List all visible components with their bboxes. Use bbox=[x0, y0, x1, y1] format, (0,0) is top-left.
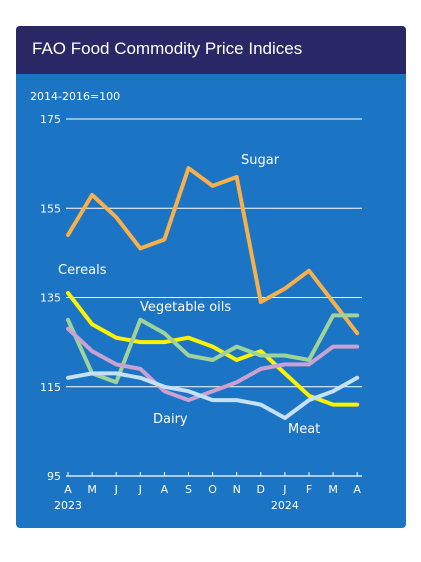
x-tick-label: S bbox=[185, 483, 192, 496]
chart-panel: FAO Food Commodity Price Indices 2014-20… bbox=[16, 26, 406, 528]
x-tick-label: D bbox=[257, 483, 265, 496]
line-chart: 2014-2016=100 95 115 135 155 175 A M J J A S O N D J F M A… bbox=[30, 90, 362, 512]
chart-subtitle: 2014-2016=100 bbox=[30, 90, 120, 103]
chart-title: FAO Food Commodity Price Indices bbox=[32, 39, 303, 58]
series-line-vegetable-oils bbox=[66, 313, 360, 385]
x-tick-label: M bbox=[328, 483, 338, 496]
x-tick-label: A bbox=[64, 483, 72, 496]
x-tick-label: A bbox=[161, 483, 169, 496]
x-tick-label: N bbox=[233, 483, 241, 496]
series-label-sugar: Sugar bbox=[241, 153, 280, 168]
series-label-cereals: Cereals bbox=[58, 263, 107, 278]
title-bar: FAO Food Commodity Price Indices bbox=[16, 26, 406, 74]
series-label-dairy: Dairy bbox=[153, 412, 188, 427]
series-line-sugar bbox=[66, 166, 360, 336]
y-tick-label: 135 bbox=[40, 292, 61, 305]
year-label: 2023 bbox=[54, 499, 82, 512]
x-tick-label: M bbox=[87, 483, 97, 496]
x-tick-label: J bbox=[114, 483, 118, 496]
series-line-dairy bbox=[66, 326, 360, 403]
y-tick-label: 175 bbox=[40, 113, 61, 126]
x-tick-label: J bbox=[138, 483, 142, 496]
x-tick-label: J bbox=[282, 483, 286, 496]
y-tick-label: 115 bbox=[40, 381, 61, 394]
x-tick-label: O bbox=[208, 483, 217, 496]
y-tick-label: 95 bbox=[47, 470, 61, 483]
series-line-cereals bbox=[66, 291, 360, 407]
x-tick-label: F bbox=[306, 483, 312, 496]
series-label-vegetable-oils: Vegetable oils bbox=[140, 300, 231, 315]
series-line-meat bbox=[66, 371, 360, 420]
year-label: 2024 bbox=[271, 499, 299, 512]
y-tick-label: 155 bbox=[40, 202, 61, 215]
series-label-meat: Meat bbox=[288, 422, 320, 437]
x-tick-label: A bbox=[353, 483, 361, 496]
